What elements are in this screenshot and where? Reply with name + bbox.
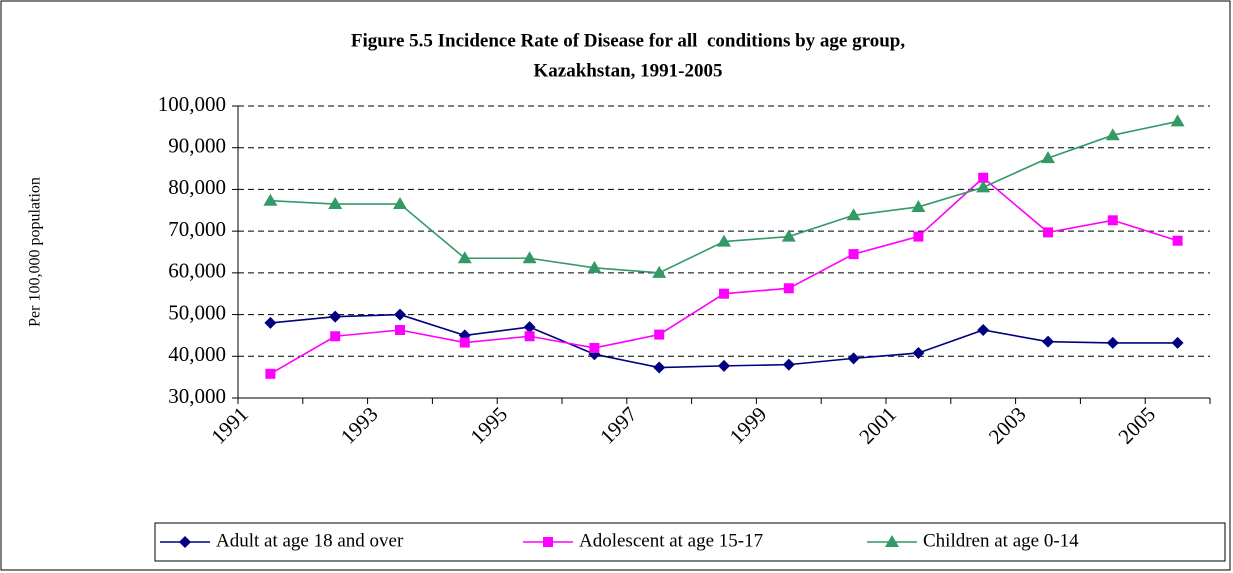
marker [264,316,277,329]
y-tick-label: 70,000 [168,217,226,241]
marker [783,283,794,294]
marker [395,325,405,336]
chart-title: Kazakhstan, 1991-2005 [534,60,723,81]
marker [781,229,796,242]
marker [393,197,407,210]
marker [911,199,926,212]
marker [847,352,860,365]
marker [977,324,990,337]
marker [1171,336,1184,349]
marker [885,535,899,547]
marker [848,249,859,260]
marker [523,321,536,334]
marker [719,288,729,299]
marker [1107,215,1118,226]
marker [1106,336,1119,349]
marker [524,331,535,342]
marker [522,251,537,264]
marker [263,193,278,206]
marker [1105,128,1120,141]
marker [653,361,666,374]
marker [912,346,925,359]
marker [978,172,989,183]
y-tick-label: 100,000 [158,92,226,116]
marker [976,180,991,193]
y-tick-label: 50,000 [168,300,226,324]
y-tick-label: 60,000 [168,259,226,283]
marker [543,537,553,547]
marker [1043,227,1053,238]
legend-label: Adolescent at age 15-17 [579,530,763,551]
marker [717,234,731,247]
marker [394,308,406,321]
marker [1042,335,1054,348]
marker [265,368,276,379]
y-tick-label: 80,000 [168,175,226,199]
marker [328,197,343,210]
y-tick-label: 30,000 [168,384,226,408]
marker [330,331,341,342]
marker [1170,114,1185,127]
chart-title: Figure 5.5 Incidence Rate of Disease for… [351,30,905,51]
marker [1172,235,1183,246]
marker [846,208,861,221]
marker [654,329,665,340]
marker [457,251,472,264]
marker [718,359,730,372]
legend-label: Children at age 0-14 [923,530,1079,551]
marker [652,265,667,278]
legend [154,522,1226,562]
marker [589,342,600,353]
legend-label: Adult at age 18 and over [216,530,404,551]
y-tick-label: 40,000 [168,342,226,366]
marker [329,310,342,323]
marker [587,260,602,273]
marker [179,536,191,548]
y-axis-label: Per 100,000 population [27,177,44,327]
marker [1041,151,1055,164]
y-tick-label: 90,000 [168,134,226,158]
marker [782,358,795,371]
marker [913,231,924,242]
marker [459,337,470,348]
